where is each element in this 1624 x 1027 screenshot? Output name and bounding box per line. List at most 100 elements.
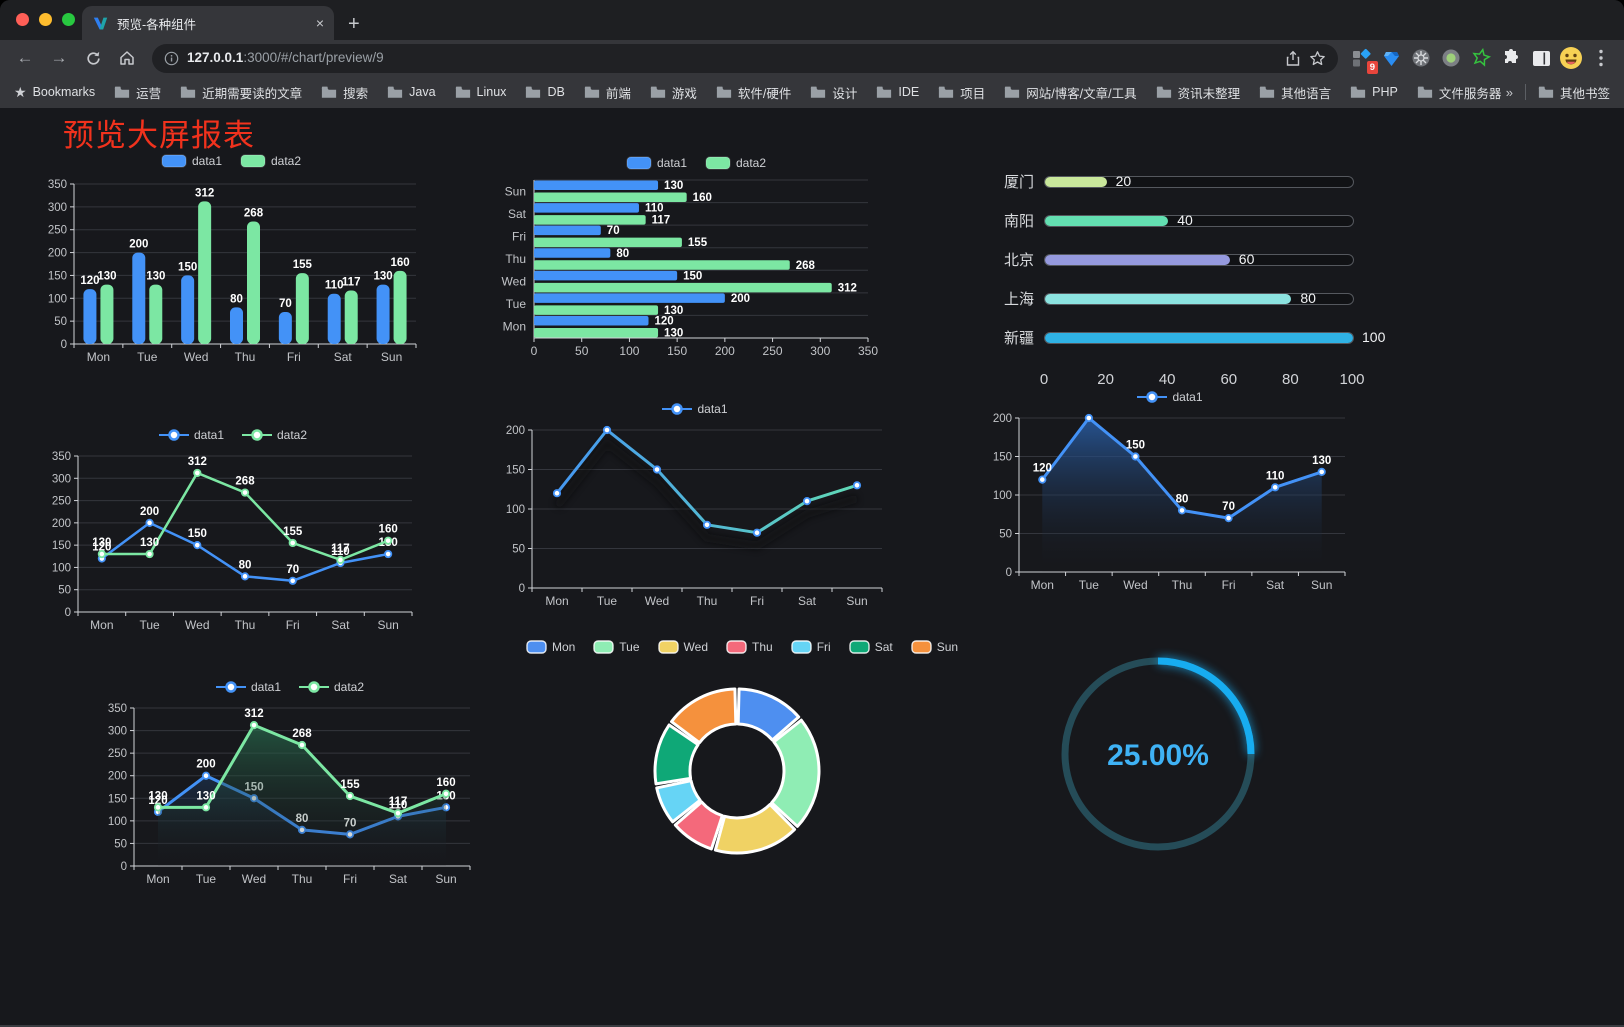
- bookmark-folder-item[interactable]: Linux: [455, 85, 506, 99]
- bookmark-folder-item[interactable]: 搜索: [321, 83, 368, 102]
- close-window-button[interactable]: [16, 13, 29, 26]
- svg-text:350: 350: [52, 451, 71, 463]
- reload-button[interactable]: [78, 43, 108, 73]
- legend-item[interactable]: Thu: [726, 640, 773, 654]
- legend-item[interactable]: data2: [299, 680, 364, 694]
- legend-item[interactable]: Sun: [911, 640, 958, 654]
- bookmark-label: 近期需要读的文章: [202, 86, 303, 101]
- extension-grid-icon[interactable]: 9: [1348, 45, 1378, 74]
- legend-item[interactable]: Wed: [657, 640, 708, 654]
- svg-text:150: 150: [108, 793, 127, 805]
- bookmark-folder-item[interactable]: 其他语言: [1259, 83, 1331, 102]
- url-text: 127.0.0.1:3000/#/chart/preview/9: [187, 49, 384, 67]
- bookmarks-label: Bookmarks: [32, 85, 96, 99]
- legend-label: data1: [1172, 390, 1203, 404]
- svg-text:Sat: Sat: [334, 350, 353, 364]
- bookmark-folder-item[interactable]: Java: [387, 85, 436, 99]
- legend-item[interactable]: data1: [215, 680, 281, 694]
- bookmark-folder-item[interactable]: PHP: [1350, 85, 1398, 99]
- bookmark-folder-item[interactable]: IDE: [876, 85, 919, 99]
- address-bar[interactable]: 127.0.0.1:3000/#/chart/preview/9: [152, 43, 1338, 73]
- page-title: 预览大屏报表: [63, 118, 255, 153]
- extension-gem-icon[interactable]: [1378, 45, 1404, 71]
- svg-text:Fri: Fri: [287, 350, 301, 364]
- axis-tick-label: 20: [1097, 371, 1114, 388]
- svg-text:Sat: Sat: [798, 594, 817, 608]
- legend-item[interactable]: data2: [240, 154, 301, 168]
- svg-text:Fri: Fri: [750, 594, 764, 608]
- axis-tick-label: 60: [1220, 371, 1238, 388]
- svg-text:Sun: Sun: [435, 872, 456, 886]
- bookmark-folder-item[interactable]: 软件/硬件: [716, 83, 791, 102]
- profile-avatar[interactable]: [1558, 45, 1584, 71]
- svg-text:130: 130: [140, 537, 159, 549]
- forward-button[interactable]: →: [50, 48, 68, 67]
- bookmark-folder-item[interactable]: 近期需要读的文章: [180, 83, 302, 102]
- chrome-menu-button[interactable]: [1588, 45, 1614, 71]
- legend-item[interactable]: data2: [242, 428, 307, 442]
- capsule-row-label: 南阳: [1003, 213, 1034, 230]
- legend-item[interactable]: Tue: [593, 640, 640, 654]
- legend-item[interactable]: data2: [705, 156, 766, 170]
- legend-item[interactable]: Sat: [848, 640, 893, 654]
- bookmark-folder-item[interactable]: 项目: [938, 83, 985, 102]
- svg-text:350: 350: [108, 703, 127, 715]
- capsule-track: 40: [1044, 212, 1354, 228]
- legend-item[interactable]: Fri: [790, 640, 831, 654]
- capsule-row-label: 北京: [1003, 252, 1034, 269]
- chart-legend: Mon Tue Wed Thu Fri Sat Sun: [526, 636, 958, 658]
- legend-swatch: [158, 429, 189, 441]
- svg-text:Wed: Wed: [242, 872, 266, 886]
- legend-item[interactable]: data1: [662, 402, 728, 416]
- legend-item[interactable]: data1: [158, 428, 224, 442]
- info-icon[interactable]: [164, 51, 179, 66]
- other-bookmarks-folder[interactable]: 其他书签: [1538, 83, 1610, 102]
- bookmark-folder-item[interactable]: 游戏: [650, 83, 697, 102]
- bookmark-folder-item[interactable]: 运营: [114, 83, 161, 102]
- extension-record-icon[interactable]: [1438, 45, 1464, 71]
- legend-item[interactable]: Mon: [526, 640, 575, 654]
- svg-text:80: 80: [230, 293, 243, 305]
- legend-swatch: [240, 154, 266, 168]
- legend-item[interactable]: data1: [626, 156, 687, 170]
- svg-text:150: 150: [178, 261, 197, 273]
- svg-text:50: 50: [575, 344, 589, 358]
- extension-wheel-icon[interactable]: [1408, 45, 1434, 71]
- svg-text:117: 117: [331, 543, 350, 555]
- legend-label: data2: [277, 428, 308, 442]
- bookmark-folder-item[interactable]: 设计: [810, 83, 857, 102]
- folder-icon: [939, 86, 954, 98]
- browser-tab[interactable]: 预览-各种组件 ×: [82, 6, 334, 40]
- extensions-puzzle-button[interactable]: [1498, 45, 1524, 71]
- home-button[interactable]: [112, 43, 142, 73]
- bookmark-folder-item[interactable]: 资讯未整理: [1156, 83, 1240, 102]
- capsule-row: 南阳 40: [988, 201, 1392, 240]
- extension-xpath-icon[interactable]: [1468, 45, 1494, 71]
- bookmarks-manager-item[interactable]: ★ Bookmarks: [14, 84, 95, 101]
- tab-close-button[interactable]: ×: [315, 15, 324, 31]
- bookmark-star-icon[interactable]: [1309, 50, 1326, 67]
- svg-text:Wed: Wed: [184, 350, 208, 364]
- legend-item[interactable]: data1: [161, 154, 222, 168]
- bookmark-folder-item[interactable]: 文件服务器: [1417, 83, 1501, 102]
- svg-text:50: 50: [999, 529, 1012, 541]
- svg-text:312: 312: [838, 282, 857, 294]
- svg-text:130: 130: [373, 271, 392, 283]
- record-icon: [1442, 49, 1460, 67]
- minimize-window-button[interactable]: [39, 13, 52, 26]
- svg-text:312: 312: [188, 456, 207, 468]
- svg-text:0: 0: [61, 339, 67, 351]
- back-button[interactable]: ←: [16, 48, 34, 67]
- share-icon[interactable]: [1285, 50, 1301, 67]
- svg-text:Sun: Sun: [381, 350, 402, 364]
- zoom-window-button[interactable]: [62, 13, 75, 26]
- new-tab-button[interactable]: +: [348, 13, 360, 35]
- bookmark-folder-item[interactable]: 网站/博客/文章/工具: [1004, 83, 1137, 102]
- legend-item[interactable]: data1: [1137, 390, 1203, 404]
- bookmark-folder-item[interactable]: 前端: [584, 83, 631, 102]
- svg-text:130: 130: [97, 271, 116, 283]
- bookmark-label: 软件/硬件: [737, 86, 792, 101]
- bookmark-folder-item[interactable]: DB: [525, 85, 565, 99]
- bookmarks-overflow-button[interactable]: »: [1505, 84, 1513, 100]
- side-panel-button[interactable]: [1528, 45, 1554, 71]
